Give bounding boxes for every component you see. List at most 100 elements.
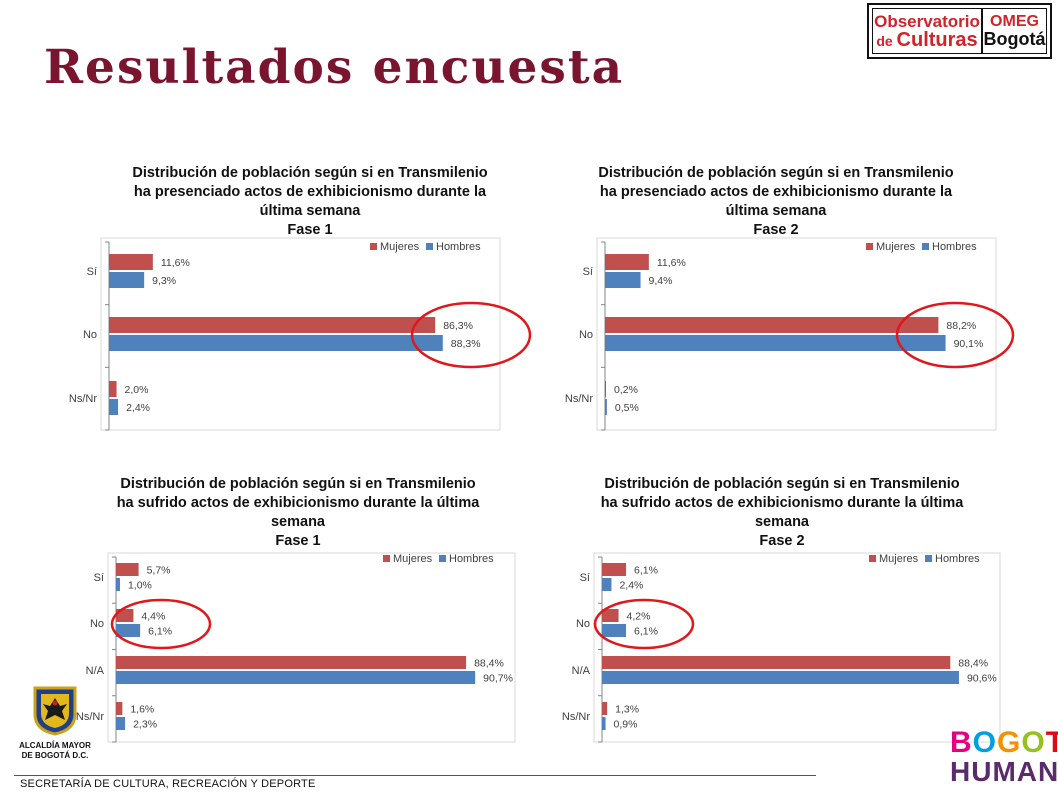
data-label: 90,1% xyxy=(954,338,984,350)
data-label: 90,6% xyxy=(967,673,997,685)
bar-mujeres xyxy=(602,563,627,576)
category-label: N/A xyxy=(86,665,105,677)
bar-mujeres xyxy=(602,656,951,669)
legend-swatch xyxy=(370,243,377,250)
bar-hombres xyxy=(602,578,612,591)
data-label: 0,2% xyxy=(614,384,638,396)
data-label: 9,3% xyxy=(152,275,176,287)
bar-mujeres xyxy=(602,702,608,715)
bar-mujeres xyxy=(109,381,117,397)
bar-mujeres xyxy=(109,254,153,270)
data-label: 86,3% xyxy=(443,320,473,332)
legend-label: Mujeres xyxy=(393,553,433,565)
plot-area xyxy=(596,237,997,431)
legend-swatch xyxy=(866,243,873,250)
data-label: 6,1% xyxy=(634,565,658,577)
highlight-circle xyxy=(593,598,695,650)
category-label: Ns/Nr xyxy=(565,393,593,405)
data-label: 0,5% xyxy=(615,402,639,414)
data-label: 2,4% xyxy=(126,402,150,414)
chart-2-title: Distribución de población según si en Tr… xyxy=(598,165,954,238)
data-label: 2,3% xyxy=(133,719,157,731)
data-label: 11,6% xyxy=(161,257,190,269)
chart-3-title: Distribución de población según si en Tr… xyxy=(116,476,480,549)
legend-label: Mujeres xyxy=(876,241,916,253)
bar-hombres xyxy=(605,272,641,288)
data-label: 1,3% xyxy=(615,704,639,716)
chart-4-title: Distribución de población según si en Tr… xyxy=(600,476,964,549)
category-label: No xyxy=(83,329,97,341)
bar-mujeres xyxy=(605,254,649,270)
data-label: 11,6% xyxy=(657,257,686,269)
category-label: Ns/Nr xyxy=(76,711,104,723)
data-label: 1,6% xyxy=(130,704,154,716)
data-label: 6,1% xyxy=(148,626,172,638)
bar-hombres xyxy=(116,717,126,730)
data-label: 88,2% xyxy=(946,320,976,332)
data-label: 4,4% xyxy=(141,611,165,623)
data-label: 88,3% xyxy=(451,338,481,350)
bar-mujeres xyxy=(109,317,436,333)
bar-hombres xyxy=(109,399,119,415)
page-title: Resultados encuesta xyxy=(44,40,625,95)
data-label: 90,7% xyxy=(483,673,513,685)
coat-of-arms-icon xyxy=(33,686,77,736)
data-label: 6,1% xyxy=(634,626,658,638)
legend-label: Mujeres xyxy=(380,241,420,253)
category-label: Ns/Nr xyxy=(69,393,97,405)
data-label: 4,2% xyxy=(627,611,651,623)
data-label: 5,7% xyxy=(147,565,171,577)
bogota-humana-line1: BOGOTÁ xyxy=(950,726,1058,759)
category-label: Sí xyxy=(87,266,97,278)
plot-area xyxy=(100,237,501,431)
alcaldia-logo: ALCALDÍA MAYOR DE BOGOTÁ D.C. xyxy=(14,684,96,761)
bar-hombres xyxy=(605,335,946,351)
legend-label: Mujeres xyxy=(879,553,919,565)
data-label: 2,0% xyxy=(125,384,149,396)
category-label: Ns/Nr xyxy=(562,711,590,723)
data-label: 2,4% xyxy=(619,580,643,592)
category-label: Sí xyxy=(94,572,104,584)
bar-hombres xyxy=(116,578,120,591)
bar-mujeres xyxy=(116,563,139,576)
logo-text-omeg: OMEG xyxy=(990,13,1039,30)
bar-mujeres xyxy=(116,656,467,669)
plot-area xyxy=(593,552,1001,743)
legend: Mujeres Hombres xyxy=(383,553,494,565)
chart-1-title: Distribución de población según si en Tr… xyxy=(132,165,488,238)
legend-swatch xyxy=(439,555,446,562)
legend: Mujeres Hombres xyxy=(866,241,977,253)
category-label: Sí xyxy=(580,572,590,584)
observatorio-logo: Observatorio de Culturas OMEG Bogotá xyxy=(867,3,1052,59)
category-label: No xyxy=(576,618,590,630)
data-label: 0,9% xyxy=(614,719,638,731)
bar-mujeres xyxy=(602,609,619,622)
bar-hombres xyxy=(109,272,145,288)
bar-mujeres xyxy=(116,702,123,715)
legend-swatch xyxy=(383,555,390,562)
data-label: 88,4% xyxy=(958,658,988,670)
bar-hombres xyxy=(605,399,607,415)
bar-hombres xyxy=(109,335,443,351)
legend-label: Hombres xyxy=(932,241,977,253)
data-label: 9,4% xyxy=(649,275,673,287)
category-label: N/A xyxy=(572,665,591,677)
legend: Mujeres Hombres xyxy=(869,553,980,565)
bar-mujeres xyxy=(116,609,134,622)
bogota-humana-line2: HUMANA xyxy=(950,756,1058,787)
highlight-circle xyxy=(410,301,532,369)
bar-hombres xyxy=(602,717,606,730)
bar-hombres xyxy=(602,671,959,684)
legend-swatch xyxy=(869,555,876,562)
legend-swatch xyxy=(922,243,929,250)
category-label: Sí xyxy=(583,266,593,278)
bogota-humana-logo: BOGOTÁ HUMANA xyxy=(950,726,1058,787)
highlight-circle xyxy=(110,598,212,650)
legend: Mujeres Hombres xyxy=(370,241,481,253)
legend-swatch xyxy=(426,243,433,250)
bar-hombres xyxy=(116,671,476,684)
